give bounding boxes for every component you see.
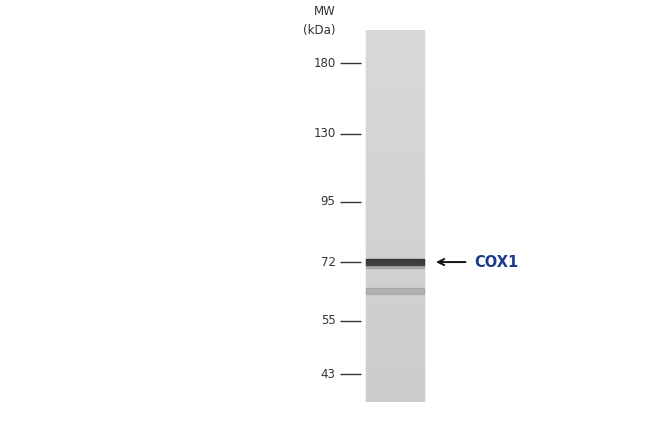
- Text: MW: MW: [314, 5, 335, 19]
- Text: COX1: COX1: [474, 254, 519, 270]
- Text: 72: 72: [320, 256, 335, 268]
- Text: 95: 95: [320, 195, 335, 208]
- Text: 130: 130: [313, 127, 335, 140]
- Text: 180: 180: [313, 57, 335, 70]
- Text: (kDa): (kDa): [303, 24, 335, 37]
- Text: 55: 55: [321, 314, 335, 327]
- Text: 43: 43: [320, 368, 335, 381]
